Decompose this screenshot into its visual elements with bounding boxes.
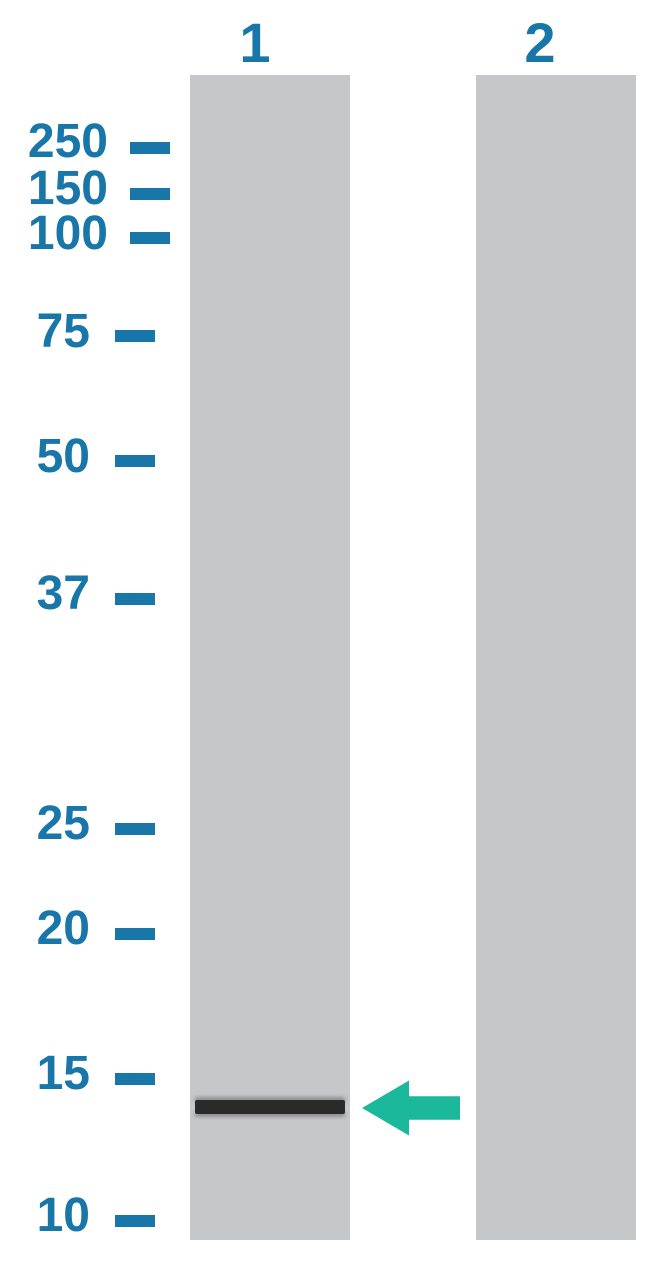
marker-tick-150 bbox=[130, 188, 170, 200]
lane-1 bbox=[190, 75, 350, 1240]
marker-label-150: 150 bbox=[28, 165, 108, 213]
marker-tick-20 bbox=[115, 928, 155, 940]
lane-header-1: 1 bbox=[225, 10, 285, 75]
band-lane1-0 bbox=[195, 1100, 345, 1114]
marker-label-37: 37 bbox=[37, 570, 90, 618]
marker-label-15: 15 bbox=[37, 1050, 90, 1098]
marker-label-100: 100 bbox=[28, 210, 108, 258]
marker-tick-75 bbox=[115, 330, 155, 342]
blot-container: 1 2 250150100 75 50 37 25 20 15 10 bbox=[0, 0, 650, 1270]
marker-tick-15 bbox=[115, 1073, 155, 1085]
lane-header-2: 2 bbox=[510, 10, 570, 75]
marker-tick-250 bbox=[130, 142, 170, 154]
lane-2 bbox=[476, 75, 636, 1240]
marker-label-50: 50 bbox=[37, 433, 90, 481]
marker-label-75: 75 bbox=[37, 308, 90, 356]
marker-label-250: 250 bbox=[28, 118, 108, 166]
marker-label-10: 10 bbox=[37, 1192, 90, 1240]
indicator-arrow bbox=[362, 1078, 460, 1138]
marker-tick-10 bbox=[115, 1215, 155, 1227]
marker-tick-37 bbox=[115, 593, 155, 605]
marker-tick-25 bbox=[115, 823, 155, 835]
marker-tick-100 bbox=[130, 232, 170, 244]
arrow-left-icon bbox=[362, 1078, 460, 1138]
marker-tick-50 bbox=[115, 455, 155, 467]
marker-label-25: 25 bbox=[37, 800, 90, 848]
marker-label-20: 20 bbox=[37, 905, 90, 953]
